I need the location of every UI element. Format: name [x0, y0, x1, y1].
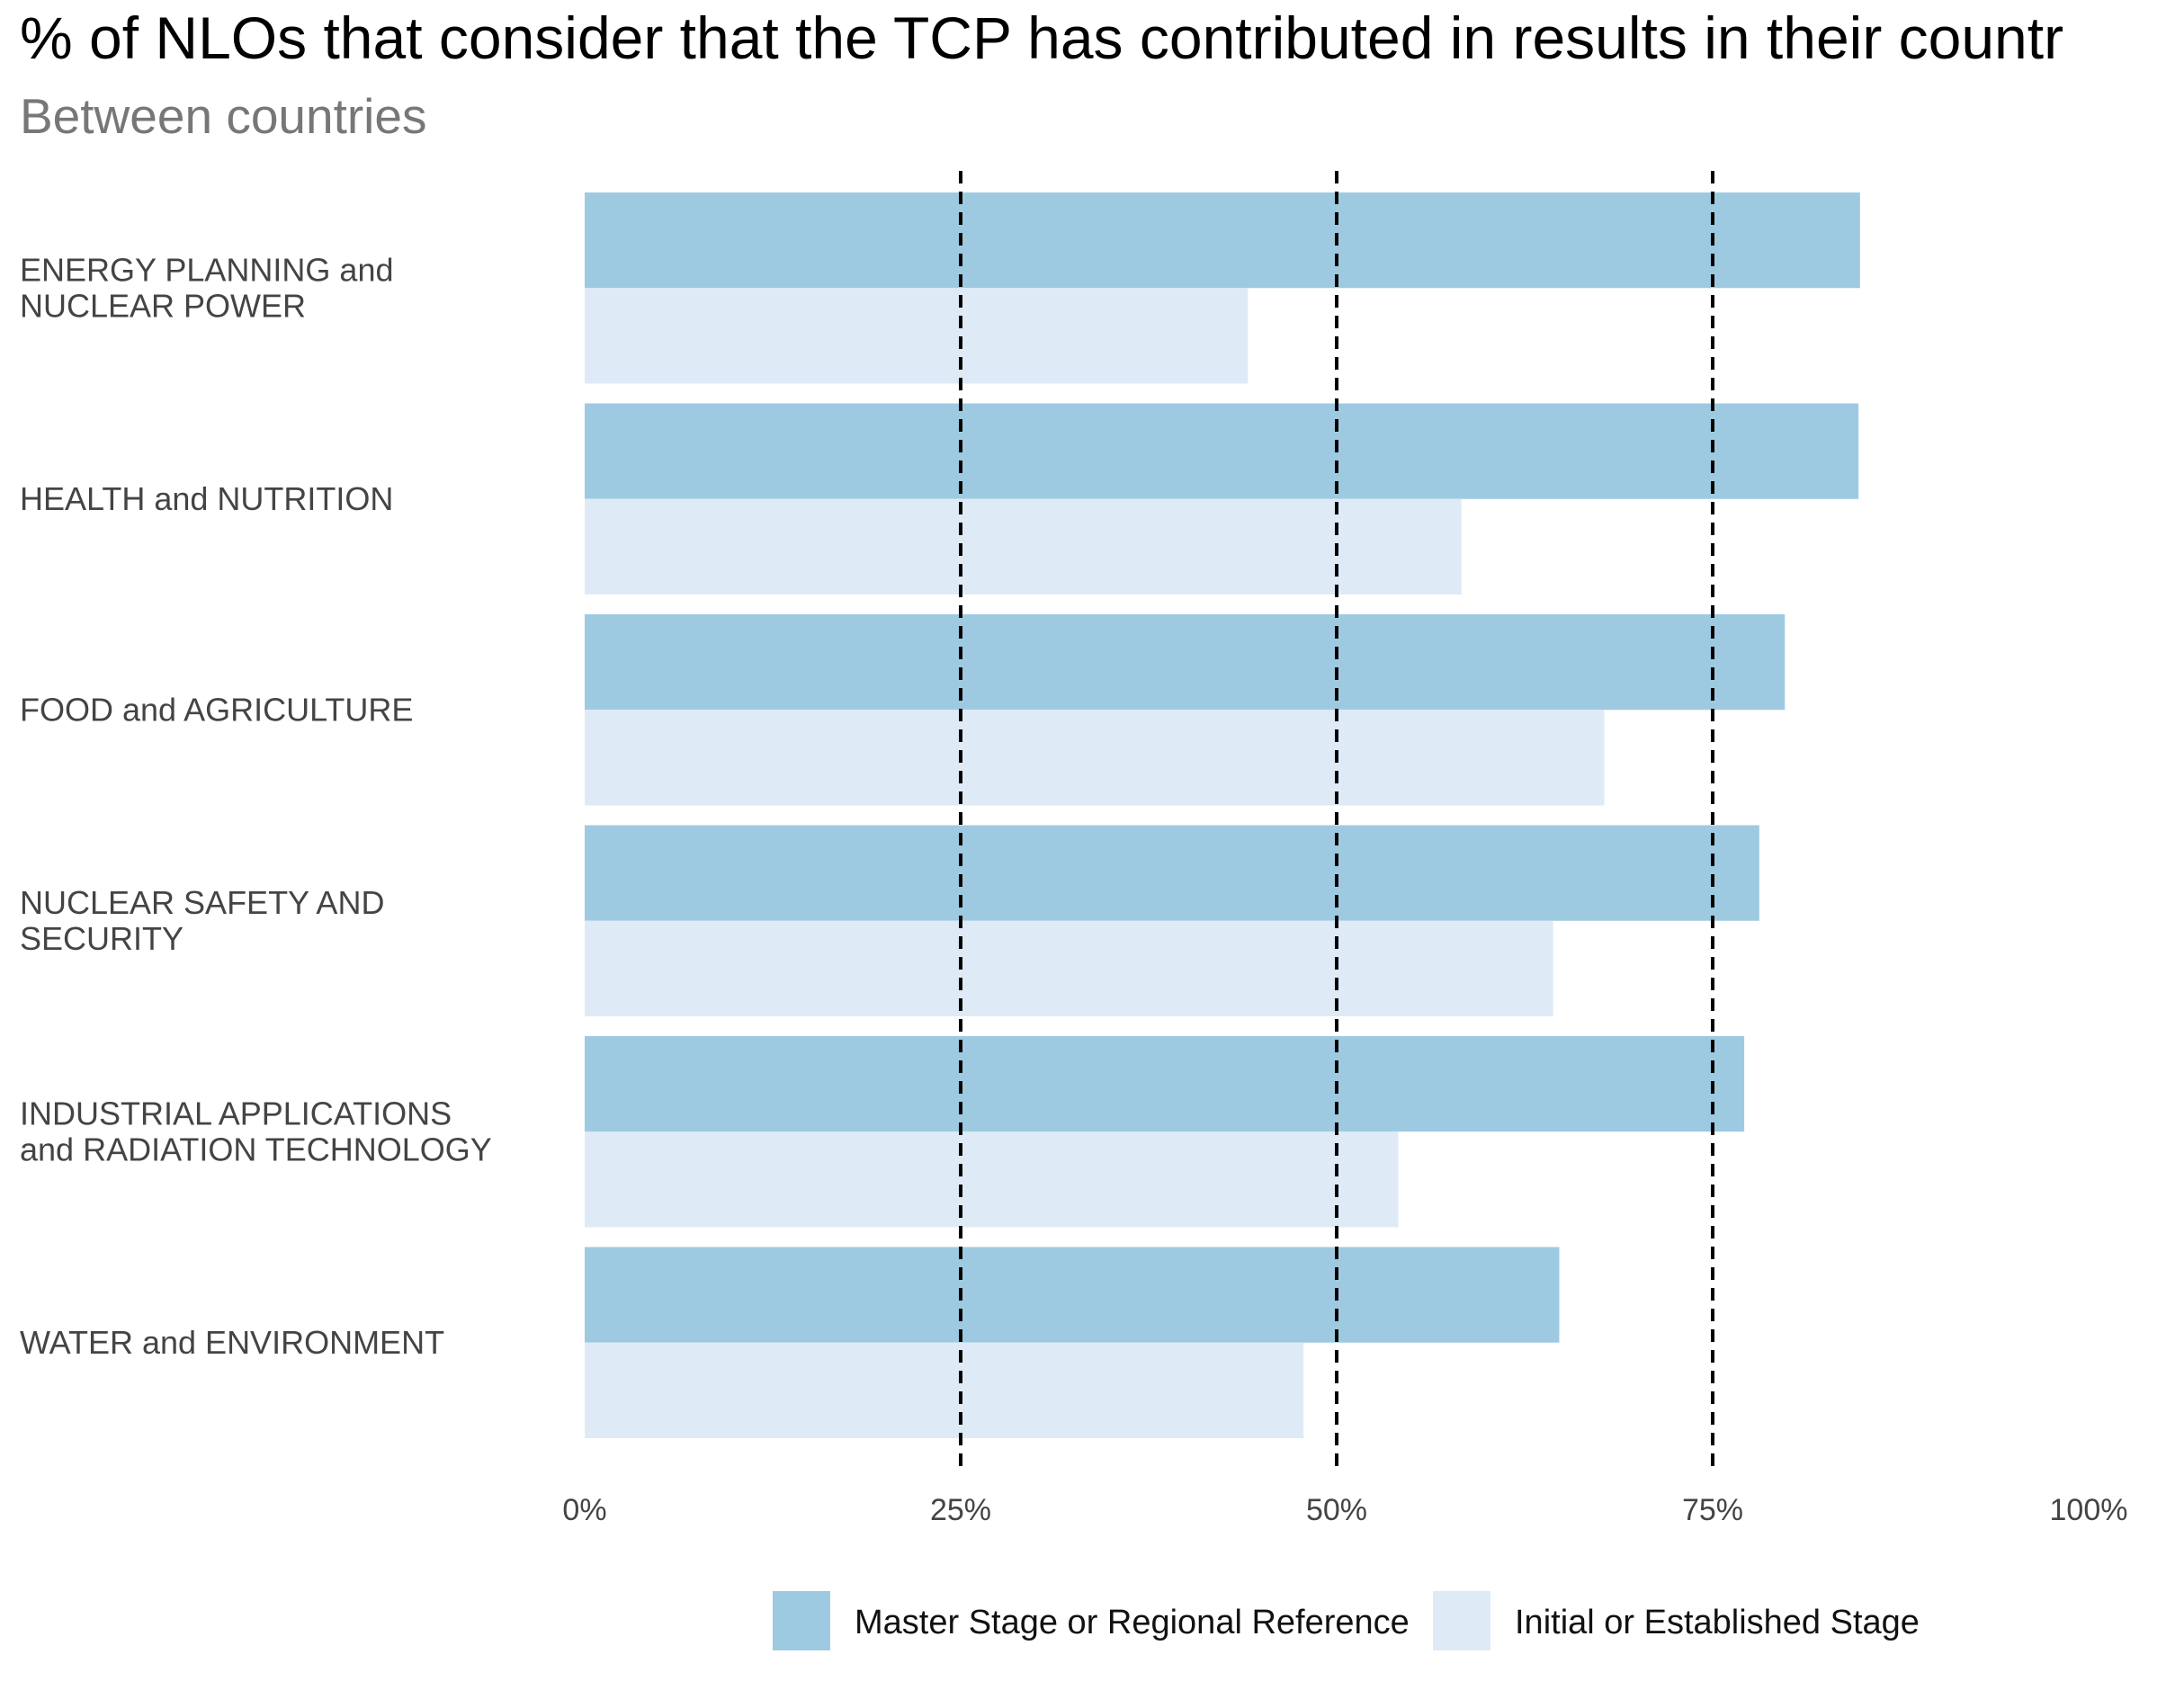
bar-initial-0: [585, 288, 1249, 384]
legend-swatch-1: [1431, 1589, 1492, 1652]
bar-master-4: [585, 1036, 1745, 1132]
bar-initial-5: [585, 1342, 1304, 1438]
bar-initial-3: [585, 920, 1553, 1016]
category-label-line: INDUSTRIAL APPLICATIONS: [20, 1095, 452, 1131]
category-labels: ENERGY PLANNING and NUCLEAR POWER HEALTH a…: [20, 251, 492, 1361]
legend-label-0: Master Stage or Regional Reference: [855, 1604, 1410, 1641]
bar-master-3: [585, 825, 1759, 921]
category-label-line: and RADIATION TECHNOLOGY: [20, 1131, 492, 1167]
bar-master-1: [585, 403, 1859, 499]
bar-master-0: [585, 192, 1860, 289]
category-label-5: WATER and ENVIRONMENT: [20, 1324, 444, 1361]
category-label-line: FOOD and AGRICULTURE: [20, 691, 413, 728]
reference-lines: [959, 171, 1714, 1467]
bar-initial-4: [585, 1131, 1399, 1228]
bars-layer: [585, 192, 1860, 1438]
category-label-2: FOOD and AGRICULTURE: [20, 691, 413, 728]
category-label-3: NUCLEAR SAFETY AND SECURITY: [20, 884, 384, 957]
chart-title: % of NLOs that consider that the TCP has…: [20, 4, 2063, 71]
category-label-4: INDUSTRIAL APPLICATIONS and RADIATION TEC…: [20, 1095, 492, 1167]
bar-master-2: [585, 614, 1786, 711]
legend-label-1: Initial or Established Stage: [1515, 1604, 1920, 1641]
bar-initial-1: [585, 498, 1462, 595]
legend: Master Stage or Regional Reference Initia…: [771, 1589, 1920, 1652]
category-label-line: WATER and ENVIRONMENT: [20, 1324, 444, 1361]
category-label-line: SECURITY: [20, 920, 183, 957]
category-label-1: HEALTH and NUTRITION: [20, 480, 393, 517]
bar-master-5: [585, 1247, 1560, 1343]
legend-swatch-0: [771, 1589, 832, 1652]
x-tick-label-75: 75%: [1682, 1493, 1743, 1527]
x-tick-label-25: 25%: [930, 1493, 991, 1527]
category-label-line: NUCLEAR SAFETY AND: [20, 884, 384, 921]
chart-subtitle: Between countries: [20, 88, 427, 144]
x-axis-ticks: 0% 25% 50% 75% 100%: [562, 1493, 2127, 1527]
category-label-line: ENERGY PLANNING and: [20, 251, 394, 288]
x-tick-label-0: 0%: [562, 1493, 606, 1527]
category-label-0: ENERGY PLANNING and NUCLEAR POWER: [20, 251, 394, 324]
bar-initial-2: [585, 710, 1605, 806]
category-label-line: NUCLEAR POWER: [20, 287, 306, 324]
category-label-line: HEALTH and NUTRITION: [20, 480, 393, 517]
x-tick-label-50: 50%: [1306, 1493, 1367, 1527]
x-tick-label-100: 100%: [2050, 1493, 2128, 1527]
